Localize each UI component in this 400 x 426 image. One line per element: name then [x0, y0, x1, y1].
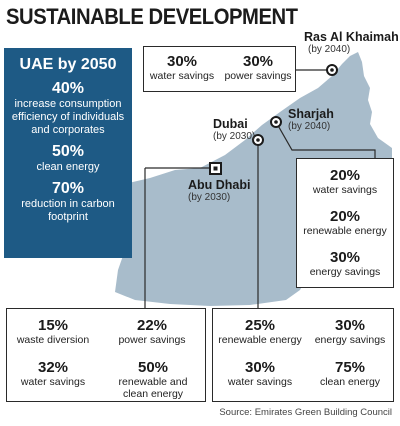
- uae-2050-panel: UAE by 2050 40% increase consumption eff…: [4, 48, 132, 258]
- city-name: Abu Dhabi: [188, 178, 251, 192]
- dubai-box: 25% renewable energy 30% energy savings …: [212, 308, 394, 402]
- stat: 20% renewable energy: [297, 208, 393, 237]
- stat-label: renewable and clean energy: [118, 376, 188, 400]
- island-1: [150, 180, 160, 186]
- marker-sharjah-dot: [274, 120, 278, 124]
- stat: 30% water savings: [213, 359, 307, 388]
- ras-al-khaimah-box: 30% water savings 30% power savings: [143, 46, 296, 92]
- stat-value: 30%: [242, 53, 274, 70]
- uae-item-value: 40%: [51, 80, 85, 97]
- stat-value: 30%: [166, 53, 198, 70]
- uae-item-label: reduction in carbon footprint: [21, 198, 115, 223]
- stat: 50% renewable and clean energy: [105, 359, 201, 400]
- uae-item-label: increase consumption efficiency of indiv…: [11, 98, 125, 136]
- city-target-year: (by 2030): [188, 192, 231, 203]
- stat-label: renewable energy: [218, 334, 302, 346]
- uae-item-value: 70%: [51, 180, 85, 197]
- stat-value: 25%: [244, 317, 276, 334]
- stat-label: water savings: [227, 376, 293, 388]
- uae-2050-heading: UAE by 2050: [19, 56, 117, 73]
- stat-label: clean energy: [319, 376, 381, 388]
- city-label-sharjah: Sharjah (by 2040): [288, 107, 334, 133]
- stat: 15% waste diversion: [7, 317, 99, 346]
- island-2: [168, 174, 176, 180]
- stat-value: 30%: [244, 359, 276, 376]
- uae-item-label: clean energy: [36, 161, 100, 173]
- stat: 32% water savings: [7, 359, 99, 388]
- stat-value: 22%: [136, 317, 168, 334]
- city-name: Sharjah: [288, 107, 334, 121]
- stat: 75% clean energy: [307, 359, 393, 388]
- stat-label: renewable energy: [303, 225, 387, 237]
- stat-label: energy savings: [309, 266, 381, 278]
- stat-value: 20%: [329, 208, 361, 225]
- connector-sharjah: [275, 121, 376, 158]
- city-label-abu-dhabi: Abu Dhabi (by 2030): [188, 178, 251, 204]
- city-label-ras-al-khaimah: Ras Al Khaimah (by 2040): [304, 30, 399, 56]
- stat-value: 50%: [137, 359, 169, 376]
- stat-value: 30%: [334, 317, 366, 334]
- stat-label: water savings: [149, 70, 215, 82]
- stat: 22% power savings: [99, 317, 205, 346]
- stat-value: 15%: [37, 317, 69, 334]
- stat-label: power savings: [118, 334, 186, 346]
- stat-value: 75%: [334, 359, 366, 376]
- stat: 30% energy savings: [307, 317, 393, 346]
- stat: 25% renewable energy: [213, 317, 307, 346]
- marker-ras-al-khaimah-dot: [330, 68, 334, 72]
- stat: 20% water savings: [297, 167, 393, 196]
- uae-item-value: 50%: [51, 143, 85, 160]
- stat-label: energy savings: [314, 334, 386, 346]
- stat-value: 32%: [37, 359, 69, 376]
- city-target-year: (by 2030): [213, 131, 256, 142]
- marker-abu-dhabi-dot: [213, 166, 218, 171]
- stat-label: water savings: [20, 376, 86, 388]
- city-name: Ras Al Khaimah: [304, 30, 399, 44]
- abu-dhabi-box: 15% waste diversion 22% power savings 32…: [6, 308, 206, 402]
- city-target-year: (by 2040): [288, 121, 331, 132]
- city-label-dubai: Dubai (by 2030): [213, 117, 255, 143]
- stat: 30% power savings: [220, 53, 296, 82]
- marker-dubai-dot: [256, 138, 260, 142]
- stat-value: 30%: [329, 249, 361, 266]
- stat-label: power savings: [224, 70, 292, 82]
- sharjah-box: 20% water savings 20% renewable energy 3…: [296, 158, 394, 288]
- stat-value: 20%: [329, 167, 361, 184]
- city-name: Dubai: [213, 117, 248, 131]
- stat-label: waste diversion: [16, 334, 90, 346]
- stat: 30% water savings: [144, 53, 220, 82]
- stat-label: water savings: [312, 184, 378, 196]
- page-title: SUSTAINABLE DEVELOPMENT: [6, 4, 298, 29]
- city-target-year: (by 2040): [308, 44, 351, 55]
- source-credit: Source: Emirates Green Building Council: [219, 407, 392, 418]
- stat: 30% energy savings: [297, 249, 393, 278]
